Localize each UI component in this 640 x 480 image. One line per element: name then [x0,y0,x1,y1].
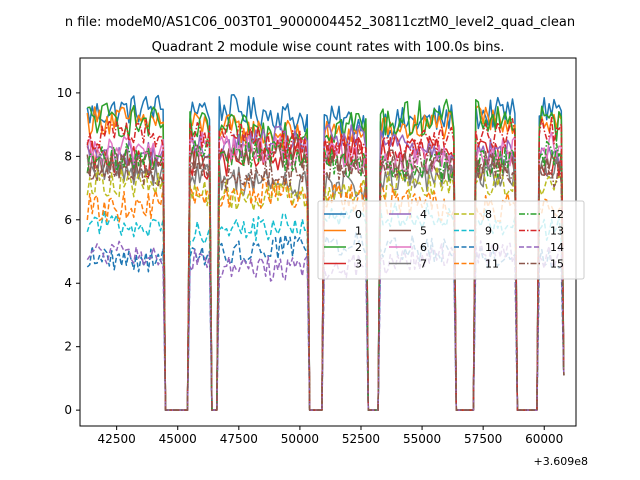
x-tick-label: 55000 [403,432,441,446]
y-tick-label: 8 [64,149,72,163]
legend-label-12: 12 [550,208,564,221]
legend-label-6: 6 [420,241,427,254]
legend-label-15: 15 [550,258,564,271]
series-line-13 [86,116,565,411]
legend-frame [317,200,585,280]
legend-label-0: 0 [355,208,362,221]
x-tick-label: 60000 [525,432,563,446]
legend-label-11: 11 [485,258,499,271]
x-tick-label: 57500 [464,432,502,446]
x-tick-label: 47500 [220,432,258,446]
x-tick-label: 52500 [342,432,380,446]
chart-title: Quadrant 2 module wise count rates with … [152,40,505,55]
legend-label-13: 13 [550,225,564,238]
legend-label-1: 1 [355,225,362,238]
x-tick-label: 50000 [281,432,319,446]
legend-label-10: 10 [485,241,499,254]
legend-label-7: 7 [420,258,427,271]
y-tick-label: 4 [64,276,72,290]
figure-suptitle: n file: modeM0/AS1C06_003T01_9000004452_… [65,15,575,30]
y-axis: 0 2 4 6 8 10 [57,86,80,417]
y-tick-label: 6 [64,213,72,227]
legend-label-5: 5 [420,225,427,238]
legend-label-8: 8 [485,208,492,221]
legend-label-2: 2 [355,241,362,254]
y-tick-label: 0 [64,403,72,417]
x-axis: 42500 45000 47500 50000 52500 55000 57500 60000 [98,426,563,446]
series-line-15 [86,145,565,411]
x-axis-offset-label: +3.609e8 [534,455,588,468]
legend-label-14: 14 [550,241,564,254]
y-tick-label: 10 [57,86,72,100]
y-tick-label: 2 [64,340,72,354]
legend-label-3: 3 [355,258,362,271]
x-tick-label: 45000 [159,432,197,446]
legend-label-4: 4 [420,208,427,221]
x-tick-label: 42500 [98,432,136,446]
legend-label-9: 9 [485,225,492,238]
